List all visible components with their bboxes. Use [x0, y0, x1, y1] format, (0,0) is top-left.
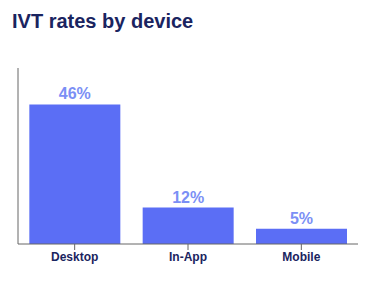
svg-text:46%: 46%	[59, 85, 91, 102]
svg-text:Desktop: Desktop	[51, 250, 98, 264]
svg-text:In-App: In-App	[169, 250, 207, 264]
html-text:IVT rates by device: IVT rates by device	[12, 10, 194, 32]
svg-text:12%: 12%	[172, 189, 204, 206]
svg-text:Mobile: Mobile	[282, 250, 320, 264]
svg-text:5%: 5%	[290, 210, 313, 227]
